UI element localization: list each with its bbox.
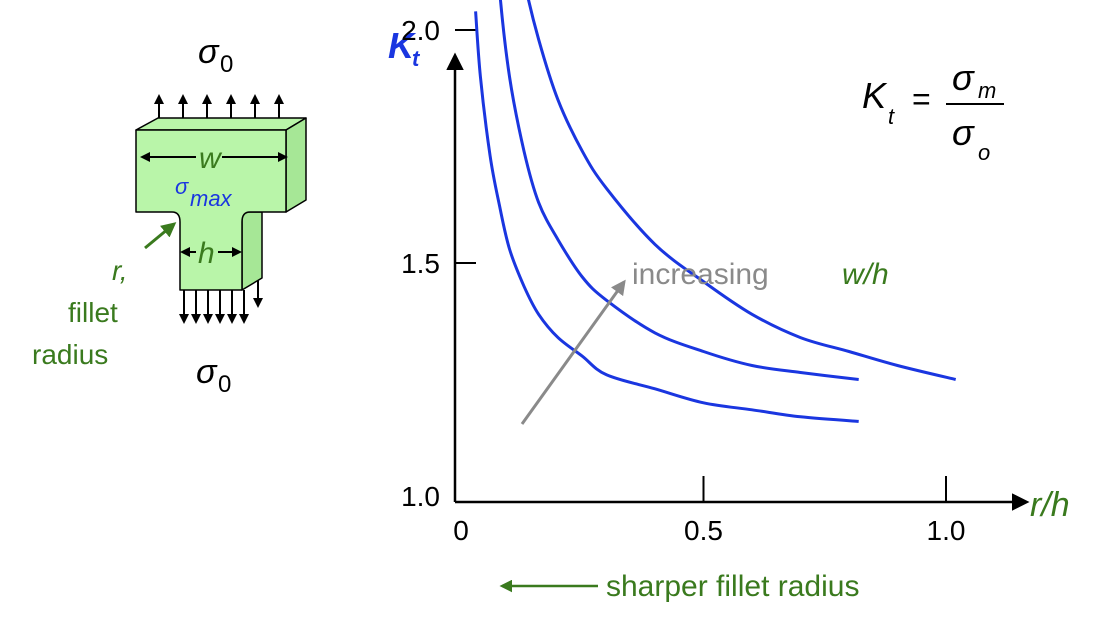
formula-denominator: σ (952, 112, 975, 153)
y-tick-label: 2.0 (401, 15, 440, 46)
top-load-sigma: σ (198, 33, 220, 71)
y-tick-label: 1.0 (401, 481, 440, 512)
increasing-label: increasing (632, 258, 769, 291)
increasing-arrow (520, 279, 626, 425)
width-label-bg (196, 143, 222, 169)
neck-label-bg (196, 236, 218, 264)
kt-chart: K t r/h 00.51.01.01.52.02.5 increasing w… (388, 0, 1070, 546)
fillet-label-line2: radius (32, 339, 108, 370)
neck-label: h (198, 237, 215, 270)
kt-curve-1 (474, 11, 859, 423)
axis-ticks: 00.51.01.01.52.02.5 (401, 15, 966, 546)
formula-numerator-sub: m (978, 78, 996, 103)
formula-equals: = (912, 81, 931, 117)
kt-curves (474, 0, 957, 423)
kt-formula: K t = σ m σ o (862, 57, 1004, 165)
specimen-part (135, 117, 307, 291)
formula-denominator-sub: o (978, 140, 990, 165)
bottom-load-sigma: σ (196, 353, 218, 391)
x-tick-label: 0 (453, 515, 469, 546)
top-load-sub: 0 (220, 51, 233, 78)
kt-curve-2 (498, 0, 859, 381)
fillet-pointer-arrow (144, 222, 177, 250)
ratio-label: w/h (842, 258, 889, 291)
y-axis-label: K (388, 25, 417, 66)
width-label: w (199, 142, 223, 175)
bottom-load-sub: 0 (218, 371, 231, 398)
formula-lhs-sub: t (888, 104, 895, 129)
formula-lhs: K (862, 75, 888, 116)
x-tick-label: 0.5 (684, 515, 723, 546)
sigma-max-sub: max (190, 186, 233, 211)
x-tick-label: 1.0 (927, 515, 966, 546)
kt-curve-3 (526, 0, 957, 381)
y-axis-label-sub: t (412, 46, 421, 71)
bottom-load-arrows (179, 280, 263, 324)
fillet-label-line1: fillet (68, 297, 118, 328)
sharper-label: sharper fillet radius (606, 570, 859, 603)
formula-numerator: σ (952, 57, 975, 98)
sigma-max-symbol: σ (175, 174, 189, 199)
x-axis-label: r/h (1030, 486, 1070, 524)
specimen-diagram: σ 0 w σ max (32, 33, 307, 398)
fillet-label-r: r, (112, 255, 128, 286)
y-tick-label: 1.5 (401, 248, 440, 279)
